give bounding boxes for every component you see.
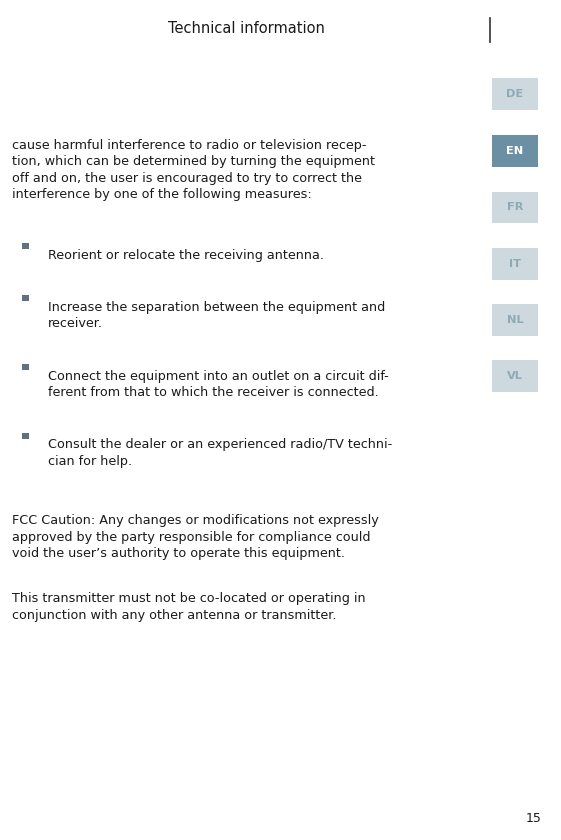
Text: Increase the separation between the equipment and
receiver.: Increase the separation between the equi… bbox=[48, 301, 385, 330]
FancyBboxPatch shape bbox=[492, 360, 538, 392]
Text: VL: VL bbox=[507, 371, 523, 381]
Text: Connect the equipment into an outlet on a circuit dif-
ferent from that to which: Connect the equipment into an outlet on … bbox=[48, 370, 388, 399]
Text: NL: NL bbox=[507, 315, 523, 325]
Text: This transmitter must not be co-located or operating in
conjunction with any oth: This transmitter must not be co-located … bbox=[12, 592, 366, 622]
FancyBboxPatch shape bbox=[492, 192, 538, 223]
FancyBboxPatch shape bbox=[492, 304, 538, 336]
Text: Technical information: Technical information bbox=[168, 21, 325, 36]
Text: FCC Caution: Any changes or modifications not expressly
approved by the party re: FCC Caution: Any changes or modification… bbox=[12, 514, 379, 560]
FancyBboxPatch shape bbox=[22, 295, 29, 301]
Text: FR: FR bbox=[507, 202, 523, 213]
FancyBboxPatch shape bbox=[492, 135, 538, 167]
Text: Consult the dealer or an experienced radio/TV techni-
cian for help.: Consult the dealer or an experienced rad… bbox=[48, 438, 392, 468]
FancyBboxPatch shape bbox=[22, 433, 29, 439]
Text: 15: 15 bbox=[526, 812, 541, 825]
Text: DE: DE bbox=[507, 89, 523, 99]
Text: cause harmful interference to radio or television recep-
tion, which can be dete: cause harmful interference to radio or t… bbox=[12, 139, 375, 201]
FancyBboxPatch shape bbox=[22, 243, 29, 249]
FancyBboxPatch shape bbox=[492, 78, 538, 110]
FancyBboxPatch shape bbox=[22, 364, 29, 370]
Text: Reorient or relocate the receiving antenna.: Reorient or relocate the receiving anten… bbox=[48, 249, 324, 261]
FancyBboxPatch shape bbox=[492, 248, 538, 280]
Text: EN: EN bbox=[507, 146, 523, 156]
Text: IT: IT bbox=[509, 259, 521, 269]
